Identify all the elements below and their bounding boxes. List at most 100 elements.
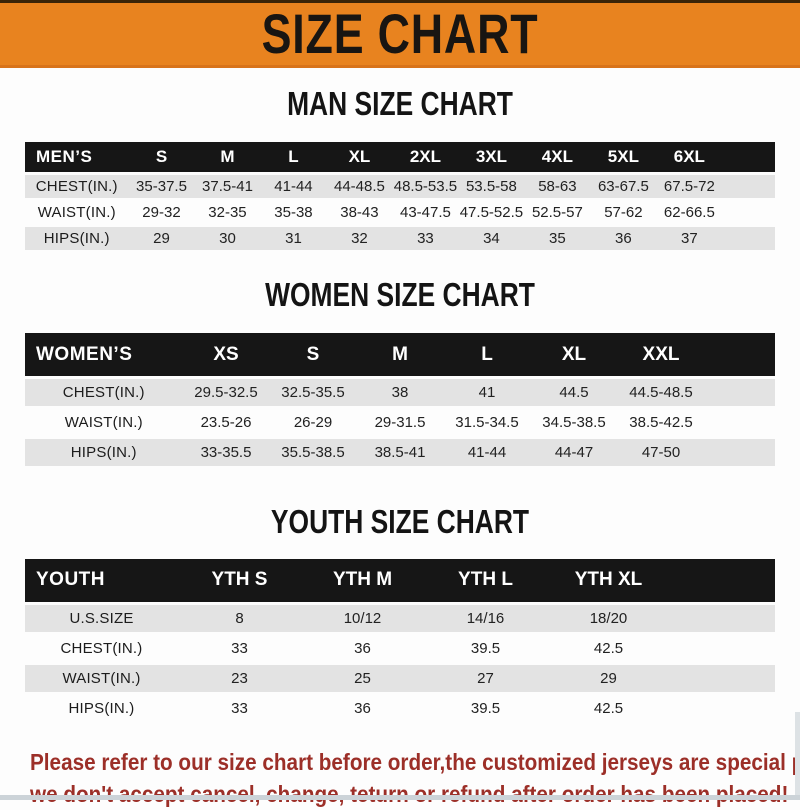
row-label: WAIST(IN.): [25, 200, 129, 224]
size-value-cell: 38: [356, 379, 444, 407]
row-label: WAIST(IN.): [25, 409, 183, 437]
filler-cell: [722, 226, 775, 250]
size-value-cell: 52.5-57: [524, 200, 591, 224]
size-value-cell: 35: [524, 226, 591, 250]
column-header: 5XL: [590, 141, 657, 172]
size-value-cell: 47.5-52.5: [458, 200, 525, 224]
size-value-cell: 38.5-41: [356, 439, 444, 467]
size-value-cell: 32-35: [194, 200, 261, 224]
size-value-cell: 33: [178, 694, 301, 722]
column-header-filler: [722, 141, 775, 172]
size-value-cell: 35-37.5: [128, 174, 195, 198]
size-value-cell: 67.5-72: [656, 174, 723, 198]
size-value-cell: 38.5-42.5: [617, 409, 705, 437]
women-section-title: WOMEN SIZE CHART: [265, 275, 535, 313]
size-value-cell: 23.5-26: [182, 409, 270, 437]
bottom-edge-divider: [0, 795, 800, 800]
table-row: CHEST(IN.) 35-37.5 37.5-41 41-44 44-48.5 48.5…: [25, 174, 775, 198]
size-value-cell: 18/20: [547, 604, 670, 632]
size-value-cell: 29-32: [128, 200, 195, 224]
size-value-cell: 44.5: [530, 379, 618, 407]
size-value-cell: 36: [301, 634, 424, 662]
size-value-cell: 38-43: [326, 200, 393, 224]
filler-cell: [670, 634, 775, 662]
row-label: U.S.SIZE: [25, 604, 178, 632]
size-value-cell: 35-38: [260, 200, 327, 224]
size-value-cell: 29: [128, 226, 195, 250]
table-header-label: YOUTH: [25, 558, 178, 602]
size-value-cell: 14/16: [424, 604, 547, 632]
row-label: CHEST(IN.): [25, 174, 129, 198]
size-value-cell: 29.5-32.5: [182, 379, 270, 407]
right-edge-divider: [795, 712, 800, 800]
size-value-cell: 30: [194, 226, 261, 250]
filler-cell: [704, 379, 775, 407]
row-label: HIPS(IN.): [25, 226, 129, 250]
table-row: HIPS(IN.) 33 36 39.5 42.5: [25, 694, 775, 722]
filler-cell: [722, 200, 775, 224]
order-notice: Please refer to our size chart before or…: [30, 746, 800, 810]
size-value-cell: 42.5: [547, 634, 670, 662]
notice-line-2: we don't accept cancel, change, teturn o…: [30, 780, 789, 807]
column-header: L: [443, 333, 531, 377]
table-row: HIPS(IN.) 33-35.5 35.5-38.5 38.5-41 41-44 44-…: [25, 439, 775, 467]
size-value-cell: 29-31.5: [356, 409, 444, 437]
size-value-cell: 62-66.5: [656, 200, 723, 224]
column-header: 6XL: [656, 141, 723, 172]
size-value-cell: 48.5-53.5: [392, 174, 459, 198]
size-value-cell: 57-62: [590, 200, 657, 224]
size-value-cell: 63-67.5: [590, 174, 657, 198]
filler-cell: [670, 604, 775, 632]
column-header: XL: [530, 333, 618, 377]
row-label: CHEST(IN.): [25, 634, 178, 662]
size-value-cell: 36: [301, 694, 424, 722]
column-header: XL: [326, 141, 393, 172]
column-header: 2XL: [392, 141, 459, 172]
banner-title: SIZE CHART: [261, 2, 539, 65]
column-header: 3XL: [458, 141, 525, 172]
size-value-cell: 32: [326, 226, 393, 250]
size-value-cell: 27: [424, 664, 547, 692]
size-value-cell: 53.5-58: [458, 174, 525, 198]
filler-cell: [670, 664, 775, 692]
man-section-title: MAN SIZE CHART: [287, 85, 513, 122]
column-header: 4XL: [524, 141, 591, 172]
table-row: WAIST(IN.) 23.5-26 26-29 29-31.5 31.5-34.5 34…: [25, 409, 775, 437]
women-size-table: WOMEN’S XS S M L XL XXL CHEST(IN.) 29.5-32.5 32.5…: [25, 330, 775, 469]
size-value-cell: 44-48.5: [326, 174, 393, 198]
size-value-cell: 42.5: [547, 694, 670, 722]
notice-line-1: Please refer to our size chart before or…: [30, 748, 800, 775]
size-value-cell: 32.5-35.5: [269, 379, 357, 407]
size-value-cell: 37.5-41: [194, 174, 261, 198]
size-value-cell: 33: [178, 634, 301, 662]
filler-cell: [670, 694, 775, 722]
size-value-cell: 26-29: [269, 409, 357, 437]
size-value-cell: 47-50: [617, 439, 705, 467]
table-row: CHEST(IN.) 29.5-32.5 32.5-35.5 38 41 44.5 44.5…: [25, 379, 775, 407]
size-value-cell: 33: [392, 226, 459, 250]
row-label: HIPS(IN.): [25, 439, 183, 467]
size-chart-banner: SIZE CHART: [0, 0, 800, 68]
table-header-label: WOMEN’S: [25, 333, 183, 377]
size-value-cell: 41-44: [443, 439, 531, 467]
column-header-filler: [670, 558, 775, 602]
size-value-cell: 34: [458, 226, 525, 250]
column-header: YTH XL: [547, 558, 670, 602]
table-header-row: WOMEN’S XS S M L XL XXL: [25, 333, 775, 377]
size-value-cell: 33-35.5: [182, 439, 270, 467]
size-value-cell: 23: [178, 664, 301, 692]
size-value-cell: 39.5: [424, 694, 547, 722]
man-size-table: MEN’S S M L XL 2XL 3XL 4XL 5XL 6XL CHEST(IN.) 35-37…: [25, 139, 775, 253]
size-value-cell: 44.5-48.5: [617, 379, 705, 407]
row-label: CHEST(IN.): [25, 379, 183, 407]
row-label: WAIST(IN.): [25, 664, 178, 692]
youth-section-title: YOUTH SIZE CHART: [270, 503, 530, 541]
table-header-row: YOUTH YTH S YTH M YTH L YTH XL: [25, 558, 775, 602]
size-value-cell: 41: [443, 379, 531, 407]
size-value-cell: 34.5-38.5: [530, 409, 618, 437]
table-row: HIPS(IN.) 29 30 31 32 33 34 35 36 37: [25, 226, 775, 250]
column-header: M: [356, 333, 444, 377]
size-value-cell: 43-47.5: [392, 200, 459, 224]
table-row: CHEST(IN.) 33 36 39.5 42.5: [25, 634, 775, 662]
table-row: WAIST(IN.) 29-32 32-35 35-38 38-43 43-47.5 47.…: [25, 200, 775, 224]
